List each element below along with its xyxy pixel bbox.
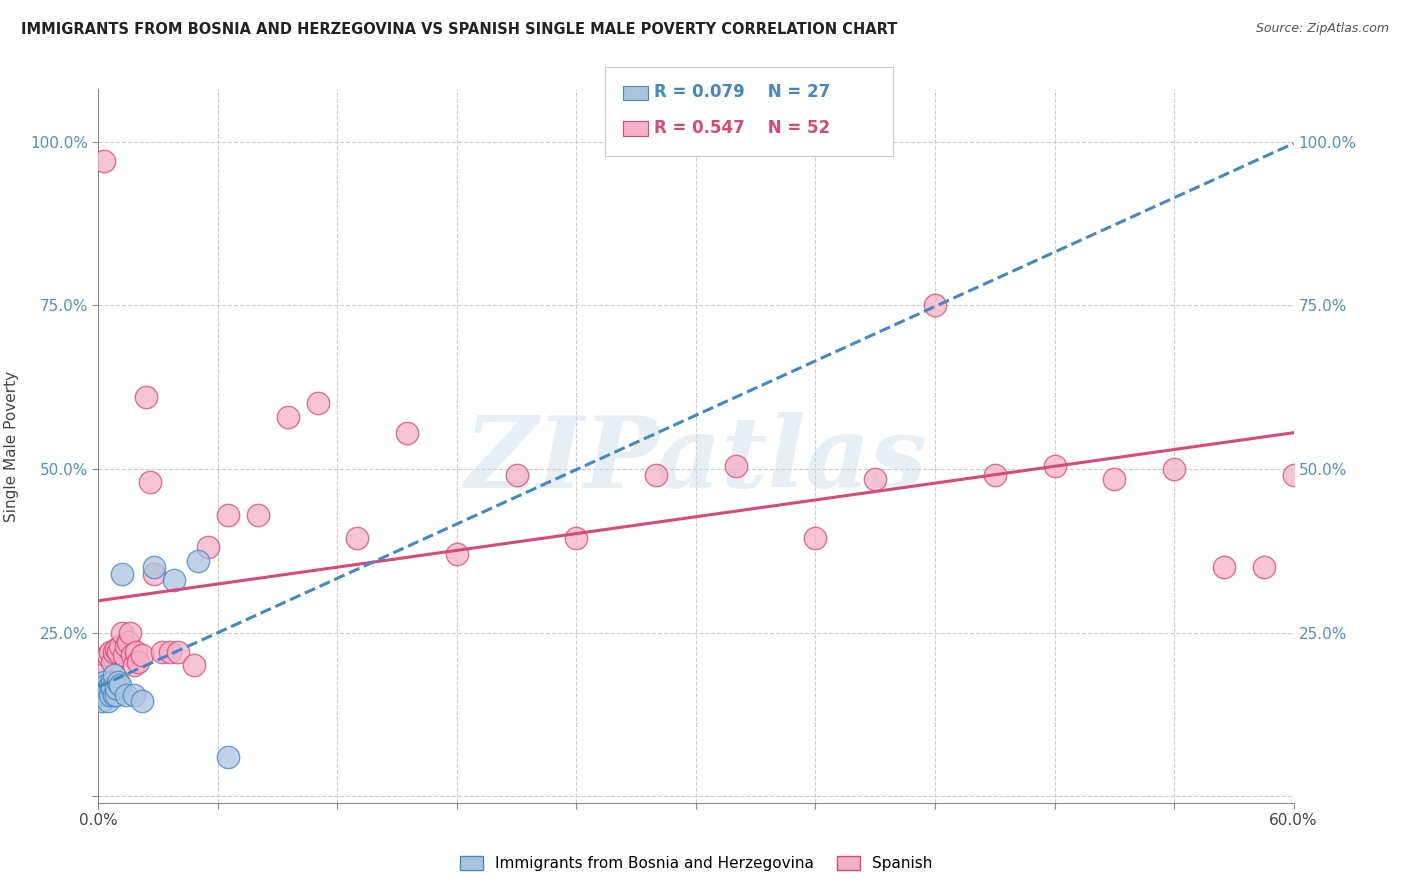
Point [159,645,181,659]
Point [139,475,162,489]
Text: Source: ZipAtlas.com: Source: ZipAtlas.com [1256,22,1389,36]
Point [120,625,142,640]
Text: IMMIGRANTS FROM BOSNIA AND HERZEGOVINA VS SPANISH SINGLE MALE POVERTY CORRELATIO: IMMIGRANTS FROM BOSNIA AND HERZEGOVINA V… [21,22,897,37]
Y-axis label: Single Male Poverty: Single Male Poverty [4,370,18,522]
Point [246,508,269,522]
Point [100,688,122,702]
Point [101,681,124,696]
Point [110,678,132,692]
Point [187,553,209,567]
Point [143,566,166,581]
Point [1302,226,1324,240]
Point [105,688,128,702]
Point [107,645,129,659]
Point [131,694,153,708]
Point [115,688,138,702]
Point [984,468,1007,483]
Point [197,541,219,555]
Point [89,688,111,702]
Point [307,396,329,410]
Point [103,688,125,702]
Point [89,681,111,696]
Point [217,750,239,764]
Point [101,655,124,669]
Point [277,409,299,424]
Point [163,573,186,587]
Point [121,648,143,663]
Point [143,560,166,574]
Point [1282,468,1305,483]
Point [125,645,148,659]
Point [150,645,173,659]
Point [724,458,747,473]
Point [105,642,128,657]
Point [863,472,887,486]
Point [103,668,125,682]
Point [91,668,114,682]
Point [506,468,529,483]
Point [97,694,120,708]
Point [111,566,134,581]
Text: R = 0.079    N = 27: R = 0.079 N = 27 [654,83,830,101]
Point [100,678,122,692]
Point [396,425,419,440]
Point [96,688,118,702]
Point [565,531,588,545]
Point [112,648,135,663]
Point [135,390,157,404]
Point [97,681,120,696]
Point [105,681,128,696]
Point [101,674,124,689]
Point [1322,560,1344,574]
Point [93,674,115,689]
Point [107,674,129,689]
Point [96,678,118,692]
Point [1043,458,1066,473]
Point [124,688,146,702]
Text: R = 0.547    N = 52: R = 0.547 N = 52 [654,119,830,136]
Point [167,645,190,659]
Point [111,625,134,640]
Point [97,648,120,663]
Point [96,684,118,698]
Point [346,531,368,545]
Point [115,639,138,653]
Point [124,658,146,673]
Point [183,658,205,673]
Point [131,648,153,663]
Point [91,681,114,696]
Point [1163,462,1185,476]
Point [446,547,468,561]
Point [924,298,946,312]
Point [100,645,122,659]
Point [110,639,132,653]
Point [117,635,139,649]
Point [93,154,115,169]
Point [645,468,668,483]
Point [127,655,149,669]
Point [93,684,115,698]
Point [91,694,114,708]
Point [804,531,827,545]
Point [1253,560,1275,574]
Text: ZIPatlas: ZIPatlas [465,412,927,508]
Point [1212,560,1234,574]
Point [1102,472,1125,486]
Point [103,645,125,659]
Point [217,508,239,522]
Legend: Immigrants from Bosnia and Herzegovina, Spanish: Immigrants from Bosnia and Herzegovina, … [454,850,938,877]
